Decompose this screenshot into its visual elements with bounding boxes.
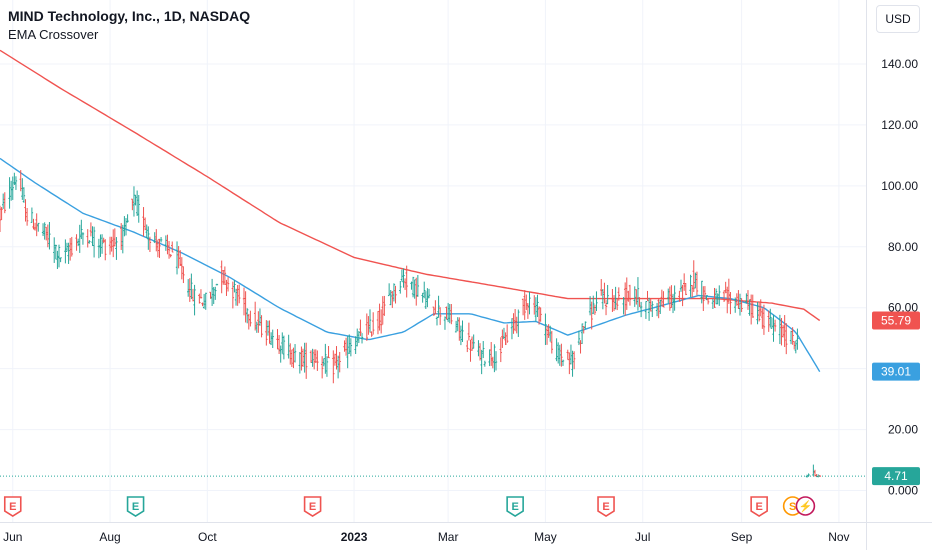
event-marker-label: E [9,501,16,513]
price-label-bg [872,467,920,486]
event-marker[interactable]: E [126,496,145,517]
x-tick-label: Jul [635,530,650,544]
price-label: 4.71 [884,469,908,483]
price-label-bg [872,311,920,330]
price-label: 55.79 [881,314,911,328]
x-tick-label: Mar [438,530,459,544]
event-marker-label: E [511,501,518,513]
candlesticks [0,170,821,478]
earnings-icon [126,496,145,517]
earnings-icon [506,496,524,517]
symbol-title: MIND Technology, Inc., 1D, NASDAQ [8,8,251,24]
time-axis[interactable]: Jun Aug Oct 2023 Mar May Jul Sep Nov [0,522,932,550]
x-tick-label: 2023 [341,530,368,544]
event-marker[interactable]: E [750,496,768,517]
split-icon [795,496,816,516]
y-tick-label: 20.00 [888,423,918,437]
event-marker-label: E [132,501,139,513]
price-label: 39.01 [881,365,911,379]
price-labels: 55.79 39.01 4.71 [872,311,920,486]
event-marker[interactable]: E [3,496,22,517]
y-tick-label: 80.00 [888,240,918,254]
event-marker-label: E [602,501,609,513]
x-tick-label: Aug [99,530,120,544]
event-marker[interactable]: E [506,496,524,517]
y-tick-label: 120.00 [881,118,918,132]
event-marker-label: ⚡ [799,500,813,513]
indicator-name[interactable]: EMA Crossover [8,27,99,42]
ema-slow-path [0,49,821,322]
currency-button[interactable]: USD [876,5,920,33]
event-marker[interactable]: ⚡ [795,496,816,516]
price-axis[interactable]: 0.000 20.00 60.00 80.00 100.00 120.00 140.00 [866,0,932,550]
event-marker-label: E [309,501,316,513]
ema-fast-line [0,157,821,373]
x-tick-label: Oct [198,530,217,544]
event-markers[interactable]: E E E E E E S ⚡ [3,496,816,517]
x-tick-label: Nov [828,530,849,544]
earnings-icon [597,496,615,517]
chart-header: MIND Technology, Inc., 1D, NASDAQ EMA Cr… [8,6,250,44]
earnings-icon [750,496,768,517]
time-axis-bg [0,522,866,550]
earnings-icon [3,496,22,517]
x-tick-label: Sep [731,530,753,544]
ema-slow-line [0,49,821,322]
y-tick-label: 0.000 [888,484,918,498]
event-marker-label: S [789,501,796,513]
event-marker-label: E [755,501,762,513]
ema-fast-path [0,157,821,373]
grid [0,0,866,522]
x-tick-label: May [534,530,557,544]
price-label-bg [872,362,920,381]
y-tick-label: 140.00 [881,57,918,71]
event-marker[interactable]: E [597,496,615,517]
x-tick-label: Jun [3,530,22,544]
earnings-icon [303,496,322,517]
price-axis-bg [866,0,932,550]
y-tick-label: 60.00 [888,301,918,315]
event-marker[interactable]: E [303,496,322,517]
y-tick-label: 100.00 [881,179,918,193]
